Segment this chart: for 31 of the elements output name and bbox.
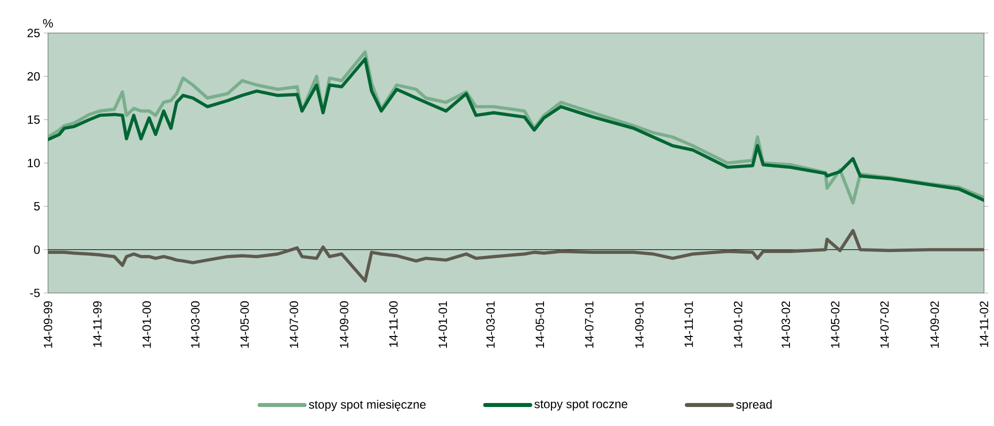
x-tick-label: 14-07-02 — [880, 301, 889, 348]
y-tick-label: 0 — [34, 245, 40, 254]
y-tick-label: 5 — [34, 202, 40, 210]
legend-label: stopy spot roczne — [534, 400, 628, 411]
x-tick-label: 14-07-01 — [584, 301, 594, 348]
y-tick-label: 20 — [28, 72, 40, 81]
x-tick-label: 14-07-00 — [290, 301, 298, 348]
x-tick-label: 14-03-02 — [782, 301, 790, 348]
x-tick-label: 14-03-00 — [191, 301, 200, 348]
legend-label: stopy spot miesięczne — [308, 400, 426, 412]
x-tick-label: 14-01-02 — [734, 301, 742, 348]
x-tick-label: 14-05-02 — [830, 301, 840, 348]
y-tick-label: -5 — [30, 288, 40, 298]
x-tick-label: 14-11-99 — [93, 301, 102, 347]
x-tick-label: 14-05-01 — [536, 301, 544, 348]
y-tick-label: 10 — [28, 158, 40, 168]
x-tick-label: 14-09-99 — [44, 301, 52, 348]
legend-label: spread — [736, 400, 772, 412]
x-tick-label: 14-11-02 — [980, 301, 988, 347]
x-tick-label: 14-01-01 — [438, 301, 448, 348]
x-tick-label: 14-11-01 — [684, 301, 693, 347]
y-axis-title: % — [43, 19, 53, 28]
x-tick-label: 14-11-00 — [389, 301, 398, 347]
y-tick-label: 15 — [28, 116, 40, 124]
x-tick-label: 14-09-00 — [340, 301, 348, 348]
x-tick-label: 14-05-00 — [240, 301, 249, 348]
x-tick-label: 14-03-01 — [486, 301, 495, 348]
x-tick-label: 14-01-00 — [142, 301, 151, 348]
x-tick-label: 14-09-02 — [930, 301, 939, 348]
y-tick-label: 25 — [28, 28, 40, 38]
x-tick-label: 14-09-01 — [635, 301, 644, 348]
